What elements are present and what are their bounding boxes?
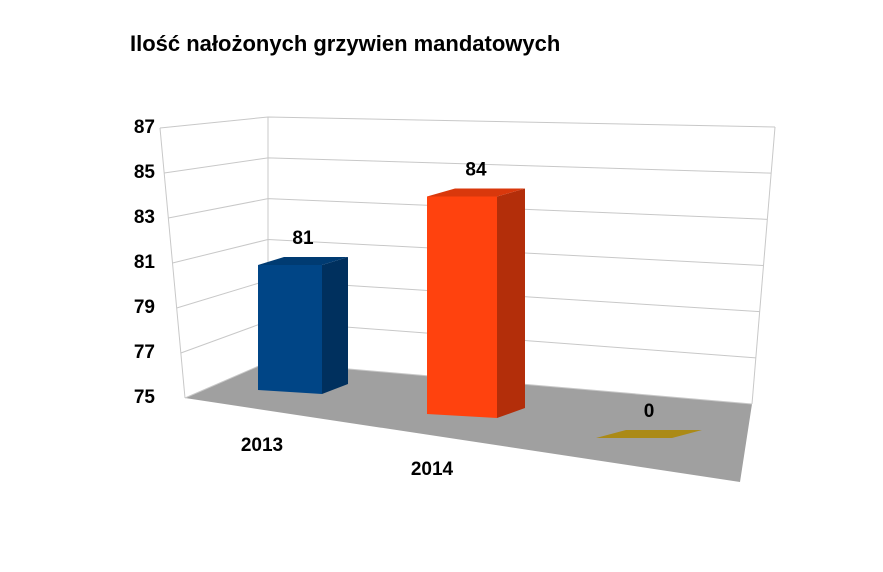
bar-side — [497, 188, 525, 418]
x-tick-label: 2014 — [411, 459, 454, 480]
chart-title: Ilość nałożonych grzywien mandatowych — [130, 31, 560, 56]
bar — [258, 257, 348, 394]
y-tick-label: 75 — [134, 387, 156, 408]
grid-line — [164, 157, 772, 174]
grid-line — [168, 198, 768, 220]
y-tick-label: 83 — [134, 207, 155, 228]
y-tick-label: 77 — [134, 342, 155, 363]
bar — [596, 430, 702, 438]
value-label: 84 — [465, 160, 487, 181]
bar — [427, 188, 525, 418]
y-tick-label: 85 — [134, 162, 156, 183]
y-tick-label: 87 — [134, 117, 155, 138]
y-tick-label: 81 — [134, 252, 156, 273]
bar-top — [596, 430, 702, 438]
bar-front — [258, 265, 322, 394]
bar-front — [427, 196, 497, 418]
bar-top — [427, 188, 525, 197]
bar-side — [322, 257, 348, 394]
y-tick-label: 79 — [134, 297, 155, 318]
value-label: 0 — [644, 401, 655, 422]
bar-top — [258, 257, 348, 265]
x-tick-label: 2013 — [241, 435, 283, 456]
grid-line — [172, 238, 764, 266]
grid-line — [159, 116, 776, 129]
value-label: 81 — [292, 228, 314, 249]
